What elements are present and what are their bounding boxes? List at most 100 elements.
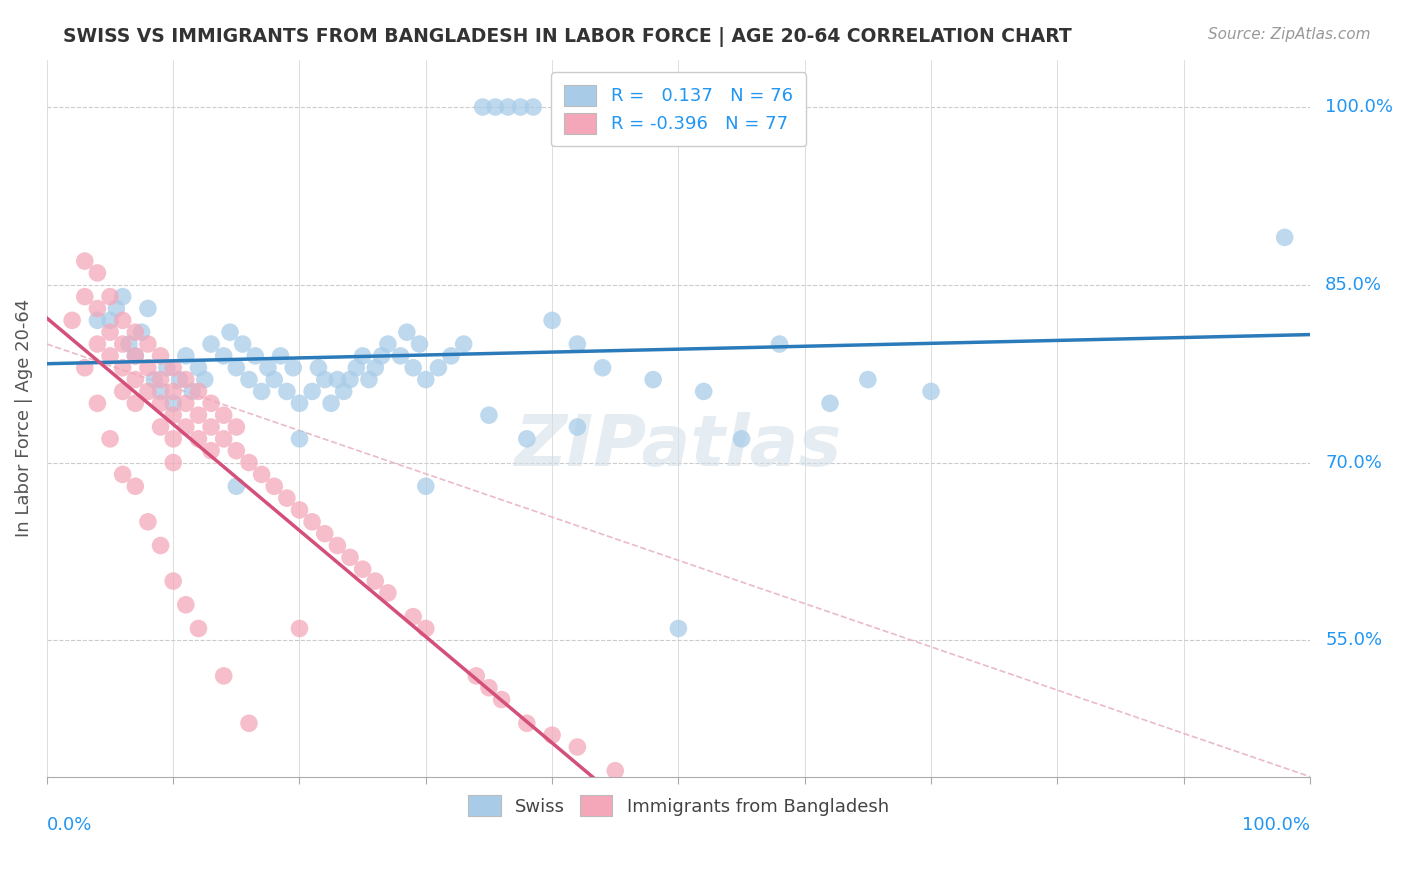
Text: SWISS VS IMMIGRANTS FROM BANGLADESH IN LABOR FORCE | AGE 20-64 CORRELATION CHART: SWISS VS IMMIGRANTS FROM BANGLADESH IN L… <box>63 27 1071 46</box>
Point <box>124 349 146 363</box>
Point <box>415 373 437 387</box>
Point <box>98 313 121 327</box>
Point <box>478 408 501 422</box>
Point <box>200 396 222 410</box>
Point <box>326 373 349 387</box>
Point <box>149 539 172 553</box>
Point <box>136 301 159 316</box>
Point <box>440 349 463 363</box>
Text: 100.0%: 100.0% <box>1324 98 1393 116</box>
Point <box>344 360 367 375</box>
Point <box>149 420 172 434</box>
Point <box>592 360 614 375</box>
Point <box>339 373 361 387</box>
Point <box>162 360 184 375</box>
Point <box>453 337 475 351</box>
Point <box>149 349 172 363</box>
Point <box>516 432 538 446</box>
Point <box>136 515 159 529</box>
Point <box>314 526 336 541</box>
Point <box>219 325 242 339</box>
Point <box>465 669 488 683</box>
Point <box>136 337 159 351</box>
Point <box>415 479 437 493</box>
Point <box>1274 230 1296 244</box>
Point <box>124 325 146 339</box>
Point <box>307 360 329 375</box>
Point <box>200 420 222 434</box>
Point <box>357 373 380 387</box>
Point <box>605 764 627 778</box>
Point <box>187 384 209 399</box>
Point <box>174 396 197 410</box>
Point <box>98 432 121 446</box>
Point <box>257 360 280 375</box>
Point <box>920 384 942 399</box>
Point <box>692 384 714 399</box>
Point <box>86 313 108 327</box>
Point <box>541 728 564 742</box>
Point <box>276 384 298 399</box>
Point <box>509 100 531 114</box>
Point <box>427 360 450 375</box>
Point <box>162 408 184 422</box>
Point <box>156 360 179 375</box>
Point <box>174 373 197 387</box>
Point <box>118 337 141 351</box>
Point <box>111 384 134 399</box>
Point <box>136 384 159 399</box>
Point <box>768 337 790 351</box>
Point <box>245 349 267 363</box>
Point <box>567 420 589 434</box>
Point <box>643 373 665 387</box>
Point <box>402 609 425 624</box>
Text: 70.0%: 70.0% <box>1324 453 1382 472</box>
Point <box>149 396 172 410</box>
Point <box>496 100 519 114</box>
Point <box>124 373 146 387</box>
Point <box>60 313 83 327</box>
Point <box>408 337 430 351</box>
Point <box>238 373 260 387</box>
Point <box>162 456 184 470</box>
Text: 85.0%: 85.0% <box>1324 276 1382 293</box>
Text: Source: ZipAtlas.com: Source: ZipAtlas.com <box>1208 27 1371 42</box>
Point <box>370 349 392 363</box>
Point <box>200 337 222 351</box>
Point <box>238 716 260 731</box>
Point <box>225 420 247 434</box>
Point <box>162 384 184 399</box>
Point <box>364 574 387 588</box>
Point <box>162 432 184 446</box>
Point <box>149 373 172 387</box>
Point <box>263 479 285 493</box>
Point <box>314 373 336 387</box>
Point <box>567 337 589 351</box>
Point <box>541 313 564 327</box>
Point <box>478 681 501 695</box>
Point <box>415 622 437 636</box>
Point <box>668 622 690 636</box>
Point <box>98 325 121 339</box>
Point <box>162 574 184 588</box>
Point <box>352 562 374 576</box>
Point <box>319 396 342 410</box>
Point <box>276 491 298 505</box>
Point <box>174 349 197 363</box>
Point <box>856 373 879 387</box>
Point <box>98 349 121 363</box>
Point <box>484 100 506 114</box>
Point <box>288 503 311 517</box>
Point <box>73 360 96 375</box>
Point <box>270 349 292 363</box>
Point <box>174 598 197 612</box>
Point <box>326 539 349 553</box>
Point <box>339 550 361 565</box>
Legend: Swiss, Immigrants from Bangladesh: Swiss, Immigrants from Bangladesh <box>460 786 897 825</box>
Point <box>187 432 209 446</box>
Point <box>86 396 108 410</box>
Point <box>181 384 204 399</box>
Point <box>389 349 412 363</box>
Point <box>124 349 146 363</box>
Point <box>212 349 235 363</box>
